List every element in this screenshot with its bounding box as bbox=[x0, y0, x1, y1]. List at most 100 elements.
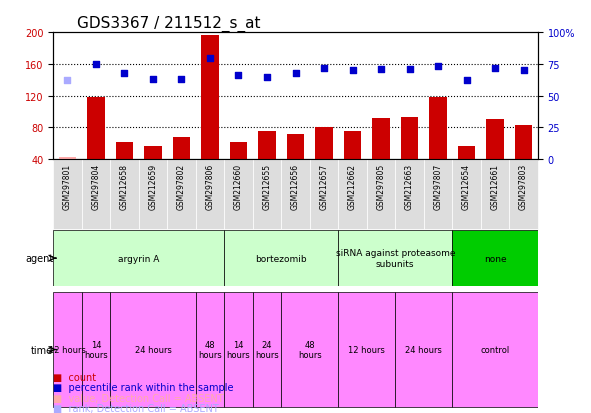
FancyBboxPatch shape bbox=[281, 160, 310, 229]
Text: 12 hours: 12 hours bbox=[49, 345, 86, 354]
Text: GSM212658: GSM212658 bbox=[120, 164, 129, 209]
Point bbox=[433, 64, 443, 71]
Bar bbox=[230, 142, 247, 160]
Point bbox=[205, 55, 215, 62]
Text: GSM297804: GSM297804 bbox=[92, 164, 100, 210]
FancyBboxPatch shape bbox=[110, 160, 139, 229]
FancyBboxPatch shape bbox=[253, 293, 281, 407]
FancyBboxPatch shape bbox=[367, 160, 395, 229]
FancyBboxPatch shape bbox=[338, 293, 395, 407]
Bar bbox=[401, 118, 418, 160]
FancyBboxPatch shape bbox=[224, 293, 253, 407]
Text: control: control bbox=[480, 345, 509, 354]
Point bbox=[405, 66, 414, 73]
Text: GSM297806: GSM297806 bbox=[206, 164, 215, 210]
Bar bbox=[59, 157, 76, 160]
FancyBboxPatch shape bbox=[424, 160, 452, 229]
Text: GSM212662: GSM212662 bbox=[348, 164, 357, 209]
Point bbox=[262, 74, 272, 81]
Text: GSM212654: GSM212654 bbox=[462, 164, 471, 209]
Bar bbox=[287, 134, 304, 160]
Bar bbox=[316, 128, 333, 160]
Bar bbox=[372, 119, 389, 160]
Text: GSM297803: GSM297803 bbox=[519, 164, 528, 210]
Point bbox=[491, 65, 500, 72]
Text: siRNA against proteasome
subunits: siRNA against proteasome subunits bbox=[336, 249, 455, 268]
Text: 24 hours: 24 hours bbox=[405, 345, 442, 354]
Text: 24 hours: 24 hours bbox=[135, 345, 171, 354]
Text: GSM212660: GSM212660 bbox=[234, 164, 243, 209]
Bar bbox=[515, 126, 532, 160]
FancyBboxPatch shape bbox=[338, 230, 452, 286]
FancyBboxPatch shape bbox=[452, 293, 538, 407]
Bar bbox=[173, 138, 190, 160]
Point bbox=[519, 68, 528, 74]
FancyBboxPatch shape bbox=[509, 160, 538, 229]
Point bbox=[234, 73, 243, 79]
Text: GSM212661: GSM212661 bbox=[491, 164, 499, 209]
FancyBboxPatch shape bbox=[310, 160, 338, 229]
Bar bbox=[144, 146, 161, 160]
FancyBboxPatch shape bbox=[53, 160, 82, 229]
Point bbox=[462, 78, 471, 85]
Text: 12 hours: 12 hours bbox=[348, 345, 385, 354]
Text: 24
hours: 24 hours bbox=[255, 340, 279, 359]
Text: GSM297805: GSM297805 bbox=[376, 164, 385, 210]
FancyBboxPatch shape bbox=[452, 230, 538, 286]
Text: none: none bbox=[484, 254, 506, 263]
FancyBboxPatch shape bbox=[53, 230, 224, 286]
Text: GDS3367 / 211512_s_at: GDS3367 / 211512_s_at bbox=[77, 16, 261, 32]
Text: GSM212663: GSM212663 bbox=[405, 164, 414, 209]
Text: ■  percentile rank within the sample: ■ percentile rank within the sample bbox=[53, 382, 233, 392]
Text: GSM297802: GSM297802 bbox=[177, 164, 186, 209]
Text: GSM212659: GSM212659 bbox=[148, 164, 157, 209]
FancyBboxPatch shape bbox=[110, 293, 196, 407]
Text: 48
hours: 48 hours bbox=[298, 340, 322, 359]
Bar bbox=[202, 36, 219, 160]
FancyBboxPatch shape bbox=[281, 293, 338, 407]
Bar bbox=[458, 146, 475, 160]
Text: 14
hours: 14 hours bbox=[226, 340, 251, 359]
FancyBboxPatch shape bbox=[196, 293, 224, 407]
FancyBboxPatch shape bbox=[395, 160, 424, 229]
Text: ■  count: ■ count bbox=[53, 372, 96, 382]
Bar bbox=[87, 98, 105, 160]
Text: bortezomib: bortezomib bbox=[255, 254, 307, 263]
FancyBboxPatch shape bbox=[82, 160, 110, 229]
Bar bbox=[430, 98, 447, 160]
FancyBboxPatch shape bbox=[167, 160, 196, 229]
Text: time: time bbox=[31, 345, 53, 355]
FancyBboxPatch shape bbox=[253, 160, 281, 229]
Point bbox=[148, 76, 158, 83]
FancyBboxPatch shape bbox=[82, 293, 110, 407]
Text: ■  rank, Detection Call = ABSENT: ■ rank, Detection Call = ABSENT bbox=[53, 403, 219, 413]
FancyBboxPatch shape bbox=[452, 160, 481, 229]
FancyBboxPatch shape bbox=[395, 293, 452, 407]
Text: 48
hours: 48 hours bbox=[198, 340, 222, 359]
FancyBboxPatch shape bbox=[224, 230, 338, 286]
Bar bbox=[344, 131, 361, 160]
FancyBboxPatch shape bbox=[224, 160, 253, 229]
Text: GSM212657: GSM212657 bbox=[320, 164, 329, 209]
Point bbox=[376, 66, 386, 73]
Point bbox=[319, 65, 329, 72]
Text: GSM212655: GSM212655 bbox=[262, 164, 271, 209]
Point bbox=[91, 62, 100, 68]
Point bbox=[291, 70, 300, 77]
FancyBboxPatch shape bbox=[139, 160, 167, 229]
FancyBboxPatch shape bbox=[481, 160, 509, 229]
Bar bbox=[258, 131, 275, 160]
FancyBboxPatch shape bbox=[338, 160, 367, 229]
Text: agent: agent bbox=[25, 254, 53, 263]
Point bbox=[63, 78, 72, 85]
Bar bbox=[486, 119, 504, 160]
FancyBboxPatch shape bbox=[196, 160, 224, 229]
Text: 14
hours: 14 hours bbox=[84, 340, 108, 359]
Text: GSM212656: GSM212656 bbox=[291, 164, 300, 209]
Point bbox=[177, 76, 186, 83]
Text: GSM297801: GSM297801 bbox=[63, 164, 72, 209]
Text: GSM297807: GSM297807 bbox=[434, 164, 443, 210]
Point bbox=[120, 70, 129, 77]
Text: argyrin A: argyrin A bbox=[118, 254, 160, 263]
Bar bbox=[116, 142, 133, 160]
